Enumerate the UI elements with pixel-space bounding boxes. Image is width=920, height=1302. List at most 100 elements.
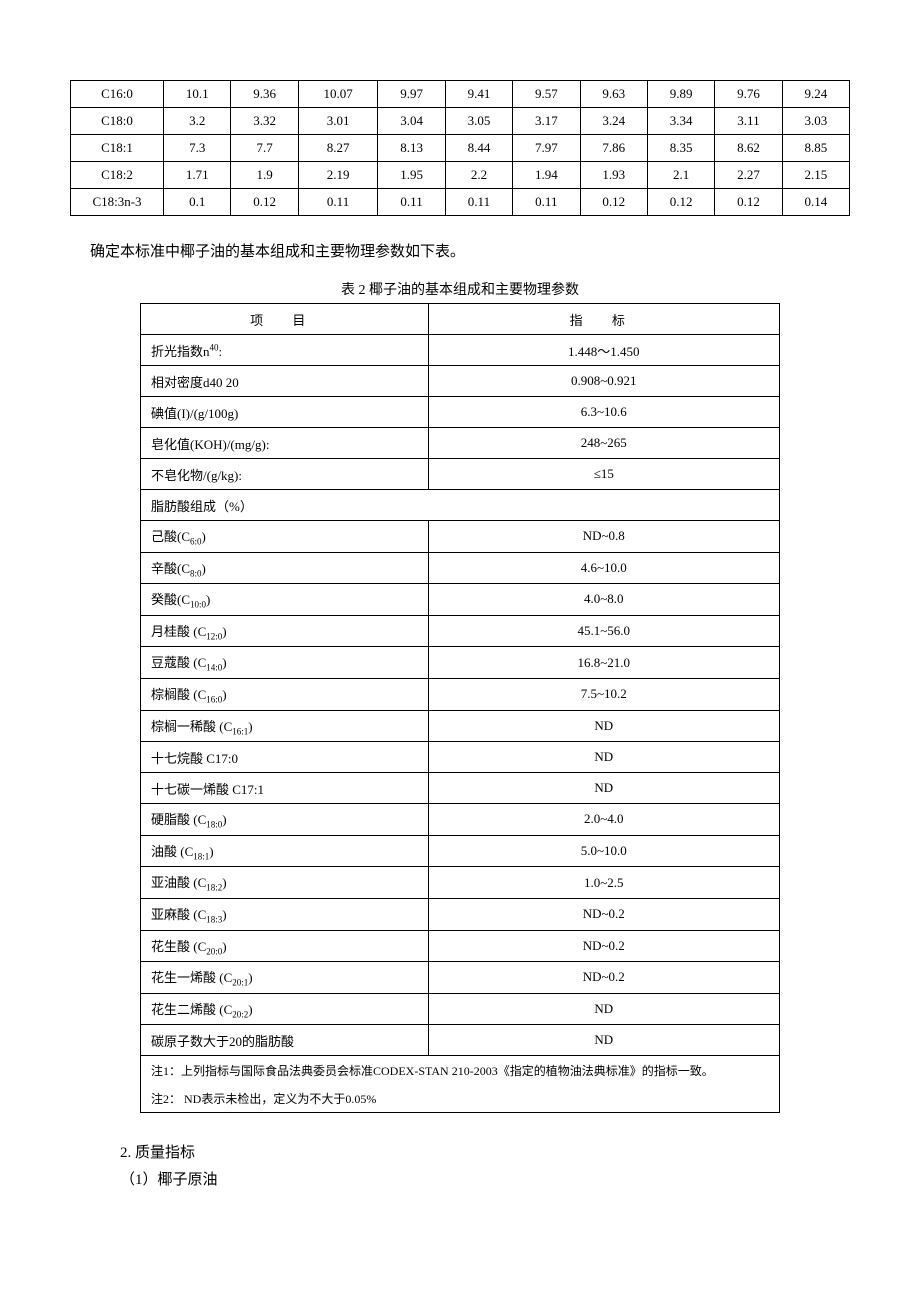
- table-row: 己酸(C6:0)ND~0.8: [141, 521, 780, 553]
- cell-value: 1.71: [164, 162, 231, 189]
- param-label: 皂化值(KOH)/(mg/g):: [141, 428, 429, 459]
- cell-value: 0.11: [378, 189, 445, 216]
- cell-value: 3.32: [231, 108, 298, 135]
- fa-label: 花生酸 (C20:0): [141, 930, 429, 962]
- fa-value: ND~0.2: [428, 962, 779, 994]
- row-label: C18:3n-3: [71, 189, 164, 216]
- fa-label: 己酸(C6:0): [141, 521, 429, 553]
- cell-value: 7.7: [231, 135, 298, 162]
- row-label: C18:1: [71, 135, 164, 162]
- fa-value: ND: [428, 710, 779, 742]
- table-row: 不皂化物/(g/kg):≤15: [141, 459, 780, 490]
- table-row: C18:17.37.78.278.138.447.977.868.358.628…: [71, 135, 850, 162]
- cell-value: 7.3: [164, 135, 231, 162]
- cell-value: 0.11: [513, 189, 580, 216]
- fa-value: ND~0.8: [428, 521, 779, 553]
- table-row: C18:3n-30.10.120.110.110.110.110.120.120…: [71, 189, 850, 216]
- cell-value: 2.27: [715, 162, 782, 189]
- fa-label: 碳原子数大于20的脂肪酸: [141, 1025, 429, 1056]
- table-row: 棕榈酸 (C16:0)7.5~10.2: [141, 678, 780, 710]
- cell-value: 2.15: [782, 162, 849, 189]
- cell-value: 3.34: [647, 108, 714, 135]
- cell-value: 3.05: [445, 108, 512, 135]
- param-value: 0.908~0.921: [428, 366, 779, 397]
- table-row: 折光指数n40:1.448～1.450: [141, 335, 780, 366]
- cell-value: 0.12: [580, 189, 647, 216]
- cell-value: 7.86: [580, 135, 647, 162]
- cell-value: 0.11: [298, 189, 378, 216]
- fa-label: 亚油酸 (C18:2): [141, 867, 429, 899]
- table-row: 棕榈一稀酸 (C16:1)ND: [141, 710, 780, 742]
- fatty-acid-data-table: C16:010.19.3610.079.979.419.579.639.899.…: [70, 80, 850, 216]
- fa-label: 硬脂酸 (C18:0): [141, 804, 429, 836]
- table-row: 亚麻酸 (C18:3)ND~0.2: [141, 898, 780, 930]
- table-row: 脂肪酸组成（%）: [141, 490, 780, 521]
- param-label: 不皂化物/(g/kg):: [141, 459, 429, 490]
- cell-value: 3.24: [580, 108, 647, 135]
- cell-value: 9.76: [715, 81, 782, 108]
- cell-value: 9.57: [513, 81, 580, 108]
- table-row: C18:21.711.92.191.952.21.941.932.12.272.…: [71, 162, 850, 189]
- cell-value: 3.17: [513, 108, 580, 135]
- table-row: 花生二烯酸 (C20:2)ND: [141, 993, 780, 1025]
- table-note: 注1：上列指标与国际食品法典委员会标准CODEX-STAN 210-2003《指…: [141, 1056, 780, 1085]
- table-row: C18:03.23.323.013.043.053.173.243.343.11…: [71, 108, 850, 135]
- fa-label: 棕榈酸 (C16:0): [141, 678, 429, 710]
- fa-value: ND~0.2: [428, 930, 779, 962]
- cell-value: 0.12: [231, 189, 298, 216]
- cell-value: 0.11: [445, 189, 512, 216]
- intro-paragraph: 确定本标准中椰子油的基本组成和主要物理参数如下表。: [60, 240, 860, 261]
- section-sub-crude-oil: （1）椰子原油: [120, 1168, 860, 1189]
- fa-label: 油酸 (C18:1): [141, 835, 429, 867]
- fa-value: ND: [428, 1025, 779, 1056]
- table-row: 碳原子数大于20的脂肪酸ND: [141, 1025, 780, 1056]
- table-row: 项 目指 标: [141, 304, 780, 335]
- fa-value: 7.5~10.2: [428, 678, 779, 710]
- table-row: 硬脂酸 (C18:0)2.0~4.0: [141, 804, 780, 836]
- fa-label: 癸酸(C10:0): [141, 584, 429, 616]
- cell-value: 0.1: [164, 189, 231, 216]
- fa-value: 4.6~10.0: [428, 552, 779, 584]
- cell-value: 9.36: [231, 81, 298, 108]
- row-label: C18:0: [71, 108, 164, 135]
- table-row: 皂化值(KOH)/(mg/g):248~265: [141, 428, 780, 459]
- fa-value: 16.8~21.0: [428, 647, 779, 679]
- fa-value: 2.0~4.0: [428, 804, 779, 836]
- fa-value: 5.0~10.0: [428, 835, 779, 867]
- cell-value: 1.94: [513, 162, 580, 189]
- cell-value: 9.89: [647, 81, 714, 108]
- param-label: 碘值(I)/(g/100g): [141, 397, 429, 428]
- fa-label: 辛酸(C8:0): [141, 552, 429, 584]
- table-row: 月桂酸 (C12:0)45.1~56.0: [141, 615, 780, 647]
- table-row: 花生酸 (C20:0)ND~0.2: [141, 930, 780, 962]
- param-label: 相对密度d40 20: [141, 366, 429, 397]
- cell-value: 1.93: [580, 162, 647, 189]
- fa-value: 45.1~56.0: [428, 615, 779, 647]
- fa-label: 十七烷酸 C17:0: [141, 742, 429, 773]
- fa-label: 豆蔻酸 (C14:0): [141, 647, 429, 679]
- row-label: C16:0: [71, 81, 164, 108]
- fa-label: 花生一烯酸 (C20:1): [141, 962, 429, 994]
- table-row: 亚油酸 (C18:2)1.0~2.5: [141, 867, 780, 899]
- section-heading-quality: 2. 质量指标: [120, 1141, 860, 1162]
- fa-value: 1.0~2.5: [428, 867, 779, 899]
- cell-value: 3.04: [378, 108, 445, 135]
- param-value: 1.448～1.450: [428, 335, 779, 366]
- table-row: 十七碳一烯酸 C17:1ND: [141, 773, 780, 804]
- cell-value: 0.14: [782, 189, 849, 216]
- header-label: 项 目: [141, 304, 429, 335]
- cell-value: 2.1: [647, 162, 714, 189]
- cell-value: 0.12: [715, 189, 782, 216]
- fa-value: ND: [428, 993, 779, 1025]
- table-row: 注2： ND表示未检出，定义为不大于0.05%: [141, 1084, 780, 1113]
- cell-value: 3.11: [715, 108, 782, 135]
- fa-label: 十七碳一烯酸 C17:1: [141, 773, 429, 804]
- table-row: 十七烷酸 C17:0ND: [141, 742, 780, 773]
- cell-value: 1.95: [378, 162, 445, 189]
- cell-value: 8.44: [445, 135, 512, 162]
- coconut-oil-params-table: 项 目指 标折光指数n40:1.448～1.450相对密度d40 200.908…: [140, 303, 780, 1113]
- table-row: 相对密度d40 200.908~0.921: [141, 366, 780, 397]
- table-row: C16:010.19.3610.079.979.419.579.639.899.…: [71, 81, 850, 108]
- cell-value: 7.97: [513, 135, 580, 162]
- param-label: 折光指数n40:: [141, 335, 429, 366]
